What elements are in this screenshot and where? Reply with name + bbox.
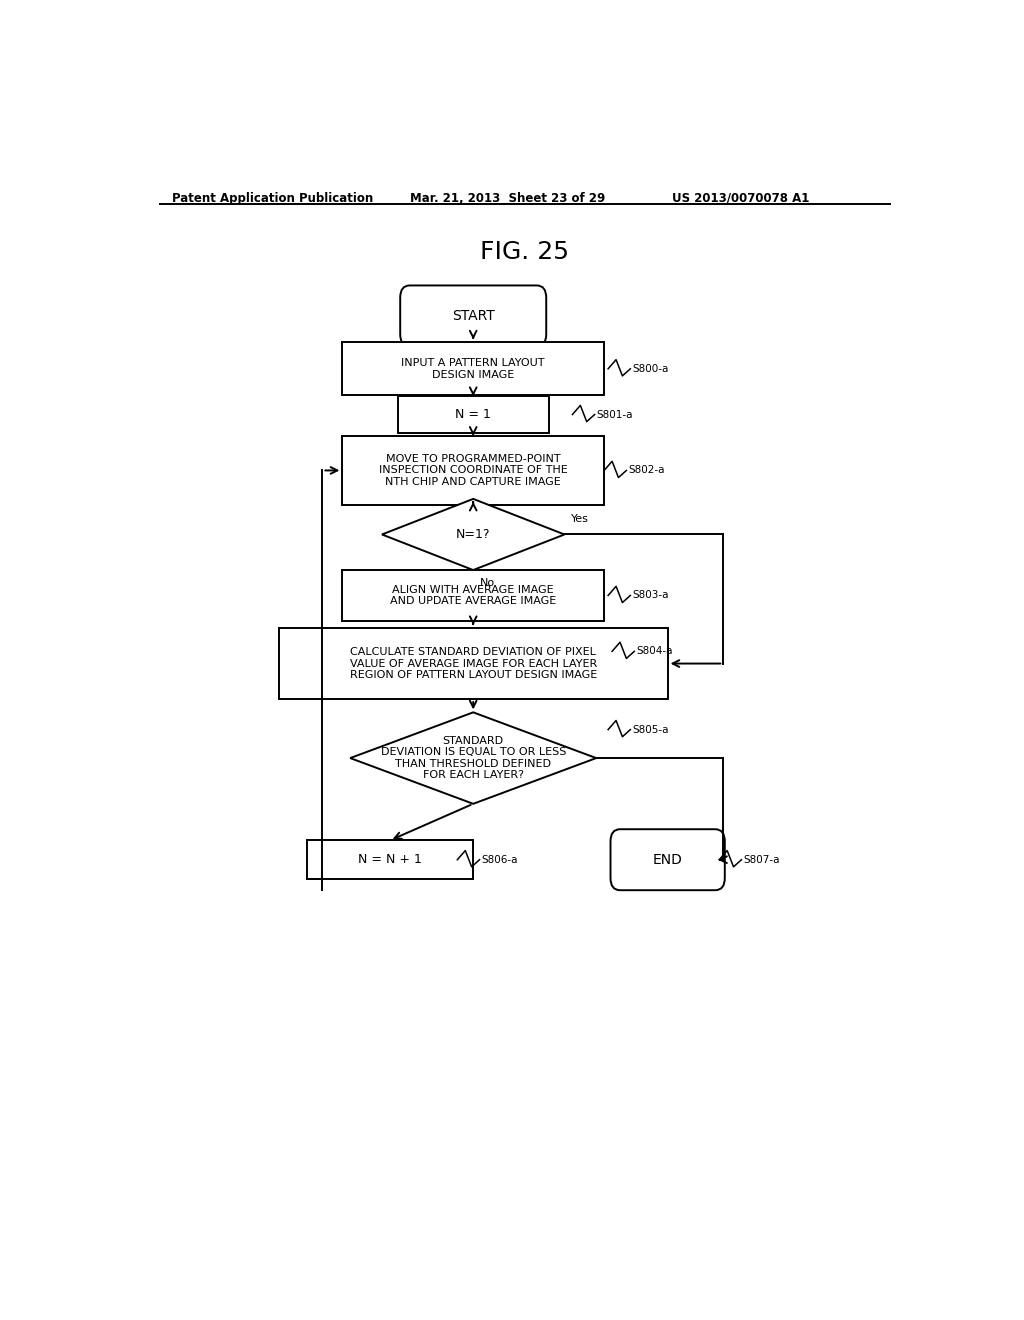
FancyBboxPatch shape (400, 285, 546, 346)
Bar (279, 628, 668, 700)
Text: INPUT A PATTERN LAYOUT
DESIGN IMAGE: INPUT A PATTERN LAYOUT DESIGN IMAGE (401, 358, 545, 380)
Bar (342, 436, 604, 506)
Text: S807-a: S807-a (743, 855, 779, 865)
Text: N = 1: N = 1 (456, 408, 492, 421)
Text: N = N + 1: N = N + 1 (358, 853, 422, 866)
Text: MOVE TO PROGRAMMED-POINT
INSPECTION COORDINATE OF THE
NTH CHIP AND CAPTURE IMAGE: MOVE TO PROGRAMMED-POINT INSPECTION COOR… (379, 454, 567, 487)
Text: S802-a: S802-a (628, 466, 665, 475)
Text: S803-a: S803-a (632, 590, 669, 601)
Text: N=1?: N=1? (456, 528, 490, 541)
Bar (397, 396, 549, 433)
Text: S806-a: S806-a (481, 855, 518, 865)
Text: FIG. 25: FIG. 25 (480, 240, 569, 264)
Text: S804-a: S804-a (636, 647, 673, 656)
FancyBboxPatch shape (610, 829, 725, 890)
Text: US 2013/0070078 A1: US 2013/0070078 A1 (672, 191, 809, 205)
Text: S805-a: S805-a (632, 725, 669, 735)
Text: Patent Application Publication: Patent Application Publication (172, 191, 373, 205)
Text: END: END (652, 853, 683, 867)
Text: No: No (479, 578, 495, 589)
Text: START: START (452, 309, 495, 323)
Text: S800-a: S800-a (632, 364, 669, 374)
Text: ALIGN WITH AVERAGE IMAGE
AND UPDATE AVERAGE IMAGE: ALIGN WITH AVERAGE IMAGE AND UPDATE AVER… (390, 585, 556, 606)
Bar (342, 342, 604, 395)
Text: Mar. 21, 2013  Sheet 23 of 29: Mar. 21, 2013 Sheet 23 of 29 (410, 191, 605, 205)
Polygon shape (382, 499, 564, 570)
Text: STANDARD
DEVIATION IS EQUAL TO OR LESS
THAN THRESHOLD DEFINED
FOR EACH LAYER?: STANDARD DEVIATION IS EQUAL TO OR LESS T… (381, 735, 566, 780)
Bar (306, 841, 473, 879)
Text: S801-a: S801-a (596, 409, 633, 420)
Text: Yes: Yes (570, 515, 589, 524)
Text: CALCULATE STANDARD DEVIATION OF PIXEL
VALUE OF AVERAGE IMAGE FOR EACH LAYER
REGI: CALCULATE STANDARD DEVIATION OF PIXEL VA… (349, 647, 597, 680)
Bar (342, 570, 604, 620)
Polygon shape (350, 713, 596, 804)
